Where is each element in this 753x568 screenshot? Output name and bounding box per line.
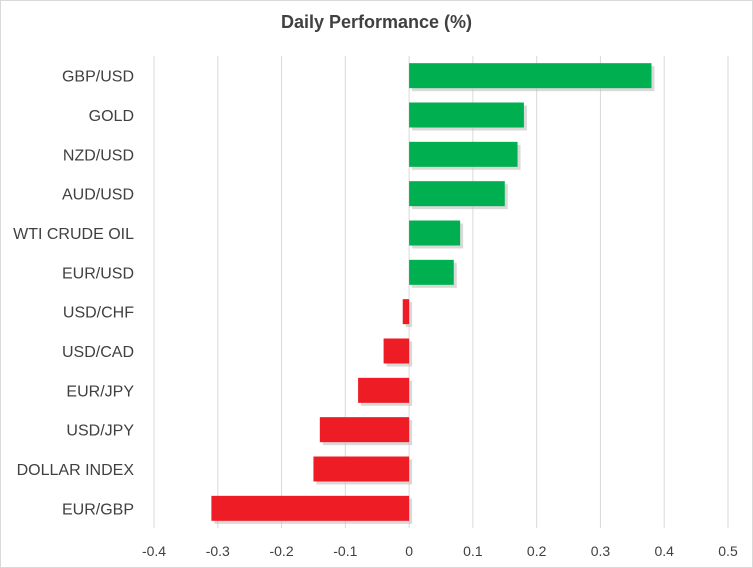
x-tick-label: -0.2 xyxy=(269,543,293,559)
category-label: NZD/USD xyxy=(63,147,134,164)
x-tick-label: -0.4 xyxy=(142,543,166,559)
chart-title: Daily Performance (%) xyxy=(280,12,473,32)
bar-gold xyxy=(409,102,524,128)
bar-eur-gbp xyxy=(211,495,410,521)
category-label: EUR/GBP xyxy=(62,501,134,518)
x-tick-label: 0.5 xyxy=(718,543,738,559)
bar-dollar-index xyxy=(313,456,410,482)
bar-wti-crude-oil xyxy=(409,220,461,246)
category-label: EUR/USD xyxy=(62,265,134,282)
x-tick-label: -0.1 xyxy=(333,543,357,559)
bar-usd-jpy xyxy=(319,417,410,443)
bar-eur-usd xyxy=(409,259,454,285)
category-label: EUR/JPY xyxy=(66,383,134,400)
x-tick-label: 0.2 xyxy=(527,543,547,559)
category-label: USD/CAD xyxy=(62,344,134,361)
bar-usd-chf xyxy=(402,299,410,325)
bar-eur-jpy xyxy=(358,377,410,403)
category-label: USD/JPY xyxy=(66,423,134,440)
x-tick-label: 0 xyxy=(405,543,413,559)
category-label: GOLD xyxy=(89,108,134,125)
bar-nzd-usd xyxy=(409,141,518,167)
bar-aud-usd xyxy=(409,181,505,207)
x-tick-label: 0.4 xyxy=(654,543,674,559)
category-label: GBP/USD xyxy=(62,69,134,86)
x-tick-label: 0.1 xyxy=(463,543,483,559)
bar-usd-cad xyxy=(383,338,410,364)
category-label: USD/CHF xyxy=(63,305,134,322)
x-tick-label: 0.3 xyxy=(591,543,611,559)
category-label: DOLLAR INDEX xyxy=(17,462,135,479)
category-label: AUD/USD xyxy=(62,187,134,204)
category-label: WTI CRUDE OIL xyxy=(13,226,134,243)
x-tick-label: -0.3 xyxy=(206,543,230,559)
bar-gbp-usd xyxy=(409,63,652,89)
